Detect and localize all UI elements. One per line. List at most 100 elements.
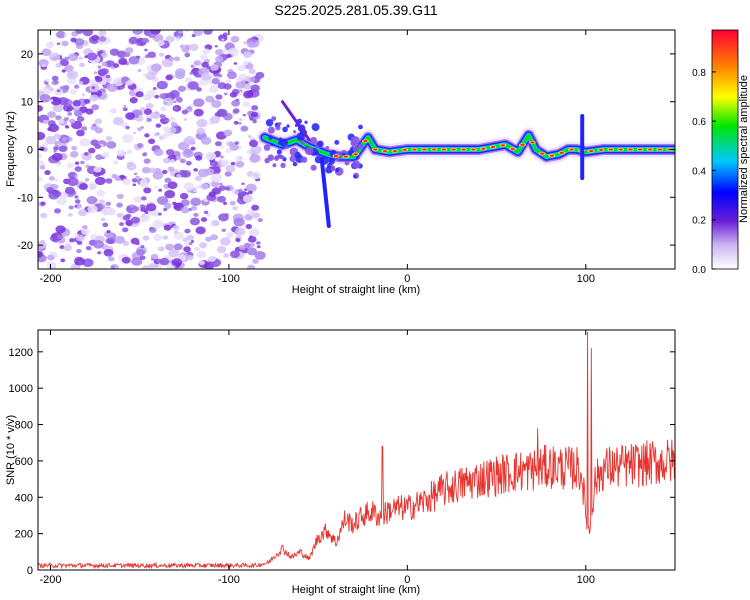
- ridge-blob: [270, 143, 274, 147]
- ridge-core: [451, 148, 456, 151]
- noise-speckle: [138, 114, 144, 119]
- y-tick-label: -20: [17, 240, 33, 252]
- noise-speckle: [56, 162, 61, 167]
- noise-speckle: [98, 205, 103, 209]
- noise-speckle: [142, 73, 148, 78]
- noise-speckle: [114, 235, 125, 244]
- noise-speckle: [78, 80, 84, 85]
- spectrogram-y-axis-label: Frequency (Hz): [5, 111, 17, 187]
- ridge-blob: [352, 160, 361, 169]
- noise-speckle: [210, 64, 219, 71]
- noise-speckle: [148, 167, 156, 174]
- ridge-blob: [344, 160, 350, 166]
- noise-speckle: [159, 93, 166, 99]
- noise-speckle: [40, 201, 46, 206]
- noise-speckle: [214, 178, 220, 183]
- ridge-core: [618, 148, 623, 151]
- noise-speckle-layer: [38, 30, 266, 269]
- noise-speckle: [42, 119, 49, 125]
- ridge-core: [373, 148, 378, 151]
- noise-speckle: [222, 201, 228, 205]
- noise-speckle: [116, 202, 123, 208]
- noise-speckle: [250, 171, 261, 180]
- noise-speckle: [76, 240, 83, 245]
- noise-speckle: [105, 136, 113, 142]
- noise-speckle: [185, 161, 192, 166]
- noise-speckle: [141, 166, 151, 174]
- ridge-blob: [276, 154, 282, 159]
- noise-speckle: [221, 38, 225, 41]
- noise-speckle: [132, 30, 143, 35]
- noise-speckle: [93, 71, 98, 75]
- noise-speckle: [101, 207, 112, 216]
- noise-speckle: [195, 226, 206, 235]
- noise-speckle: [133, 196, 143, 203]
- noise-speckle: [164, 177, 172, 183]
- noise-speckle: [147, 51, 156, 58]
- noise-speckle: [223, 253, 230, 258]
- noise-speckle: [83, 151, 89, 156]
- noise-speckle: [208, 85, 219, 93]
- noise-speckle: [91, 35, 100, 42]
- ridge-core: [638, 148, 643, 151]
- noise-speckle: [229, 250, 240, 259]
- ridge-blob: [271, 116, 277, 122]
- noise-speckle: [104, 231, 114, 239]
- noise-speckle: [226, 71, 237, 80]
- noise-speckle: [224, 186, 230, 191]
- noise-speckle: [55, 115, 62, 121]
- ridge-core: [647, 148, 653, 151]
- noise-speckle: [188, 242, 193, 246]
- ridge-core: [490, 145, 496, 148]
- ridge-core: [412, 148, 417, 151]
- noise-speckle: [129, 97, 138, 104]
- noise-speckle: [144, 133, 150, 138]
- noise-speckle: [98, 30, 107, 36]
- noise-speckle: [124, 52, 131, 58]
- noise-speckle: [218, 34, 228, 42]
- noise-speckle: [233, 62, 238, 65]
- noise-speckle: [234, 227, 246, 236]
- noise-speckle: [136, 248, 146, 256]
- ridge-core: [628, 148, 633, 151]
- noise-speckle: [66, 162, 74, 168]
- noise-speckle: [169, 159, 176, 164]
- noise-speckle: [74, 205, 78, 208]
- noise-speckle: [250, 84, 260, 92]
- noise-speckle: [135, 242, 140, 246]
- noise-speckle: [74, 257, 86, 266]
- noise-speckle: [183, 182, 195, 191]
- noise-speckle: [150, 63, 162, 72]
- noise-speckle: [74, 38, 85, 46]
- noise-speckle: [76, 116, 85, 122]
- noise-speckle: [82, 258, 94, 268]
- noise-speckle: [69, 118, 76, 124]
- noise-speckle: [249, 154, 261, 163]
- noise-speckle: [73, 84, 80, 89]
- noise-speckle: [226, 79, 232, 84]
- noise-speckle: [38, 202, 41, 206]
- noise-speckle: [176, 173, 182, 178]
- noise-speckle: [190, 146, 196, 151]
- noise-speckle: [116, 193, 124, 200]
- ridge-blob: [268, 135, 273, 140]
- noise-speckle: [199, 242, 208, 249]
- ridge-blob: [264, 157, 270, 164]
- noise-speckle: [205, 236, 212, 242]
- snr-y-axis-label: SNR (10 * v/v): [5, 415, 17, 485]
- noise-speckle: [225, 164, 236, 173]
- noise-speckle: [219, 182, 223, 186]
- noise-speckle: [96, 48, 101, 52]
- noise-speckle: [196, 250, 207, 259]
- noise-speckle: [157, 212, 162, 216]
- noise-speckle: [140, 245, 145, 249]
- noise-speckle: [216, 108, 228, 118]
- noise-speckle: [153, 132, 159, 137]
- noise-speckle: [215, 55, 224, 63]
- noise-speckle: [76, 129, 85, 137]
- noise-speckle: [79, 138, 91, 147]
- noise-speckle: [165, 148, 175, 156]
- noise-speckle: [53, 80, 59, 85]
